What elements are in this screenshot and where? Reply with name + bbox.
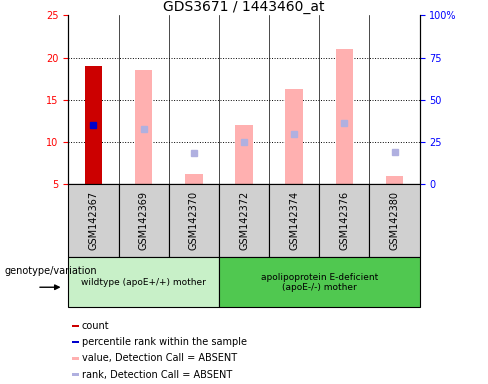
Bar [135,70,152,184]
Bar [119,184,169,257]
Title: GDS3671 / 1443460_at: GDS3671 / 1443460_at [163,0,325,14]
Bar [169,184,219,257]
Bar [269,184,319,257]
Text: rank, Detection Call = ABSENT: rank, Detection Call = ABSENT [81,369,232,379]
Text: GSM142370: GSM142370 [189,191,199,250]
Text: GSM142367: GSM142367 [88,191,99,250]
Text: GSM142376: GSM142376 [339,191,349,250]
Bar [68,257,219,307]
Bar [319,184,369,257]
Bar [386,176,404,184]
Bar [285,89,303,184]
Text: genotype/variation: genotype/variation [5,266,98,276]
Text: GSM142380: GSM142380 [389,191,400,250]
Text: GSM142372: GSM142372 [239,191,249,250]
Text: count: count [81,321,109,331]
Text: wildtype (apoE+/+) mother: wildtype (apoE+/+) mother [81,278,206,287]
Bar [369,184,420,257]
Bar [336,49,353,184]
Text: percentile rank within the sample: percentile rank within the sample [81,337,246,347]
Bar [185,174,203,184]
Text: GSM142369: GSM142369 [139,191,149,250]
Text: GSM142374: GSM142374 [289,191,299,250]
Text: value, Detection Call = ABSENT: value, Detection Call = ABSENT [81,353,237,363]
Bar [235,125,253,184]
Text: apolipoprotein E-deficient
(apoE-/-) mother: apolipoprotein E-deficient (apoE-/-) mot… [261,273,378,292]
Bar [68,184,119,257]
Bar [72,373,79,376]
Bar [219,184,269,257]
Bar [72,341,79,343]
Bar [72,325,79,327]
Bar [72,357,79,359]
Bar [84,66,102,184]
Bar [219,257,420,307]
